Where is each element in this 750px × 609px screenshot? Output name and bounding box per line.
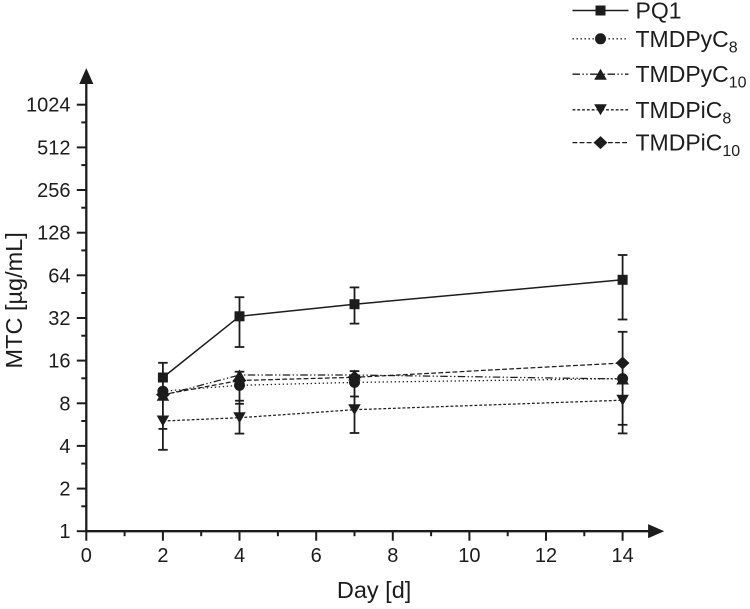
- svg-text:4: 4: [234, 545, 245, 567]
- svg-text:12: 12: [535, 545, 557, 567]
- svg-text:2: 2: [157, 545, 168, 567]
- svg-text:128: 128: [37, 223, 70, 245]
- svg-text:1024: 1024: [26, 95, 71, 117]
- svg-text:1: 1: [59, 521, 70, 543]
- svg-text:0: 0: [81, 545, 92, 567]
- svg-text:TMDPyC8: TMDPyC8: [636, 26, 738, 57]
- svg-text:10: 10: [458, 545, 480, 567]
- svg-text:14: 14: [611, 545, 633, 567]
- svg-text:6: 6: [311, 545, 322, 567]
- svg-text:32: 32: [48, 308, 70, 330]
- svg-text:Day [d]: Day [d]: [337, 577, 411, 603]
- svg-text:64: 64: [48, 265, 70, 287]
- svg-text:16: 16: [48, 351, 70, 373]
- svg-text:TMDPiC8: TMDPiC8: [636, 97, 732, 128]
- svg-text:MTC [µg/mL]: MTC [µg/mL]: [1, 232, 27, 368]
- svg-text:8: 8: [387, 545, 398, 567]
- svg-text:2: 2: [59, 479, 70, 501]
- svg-text:8: 8: [59, 393, 70, 415]
- svg-text:256: 256: [37, 180, 70, 202]
- svg-text:4: 4: [59, 436, 70, 458]
- svg-text:TMDPyC10: TMDPyC10: [636, 61, 747, 92]
- svg-text:512: 512: [37, 137, 70, 159]
- svg-text:PQ1: PQ1: [636, 0, 682, 24]
